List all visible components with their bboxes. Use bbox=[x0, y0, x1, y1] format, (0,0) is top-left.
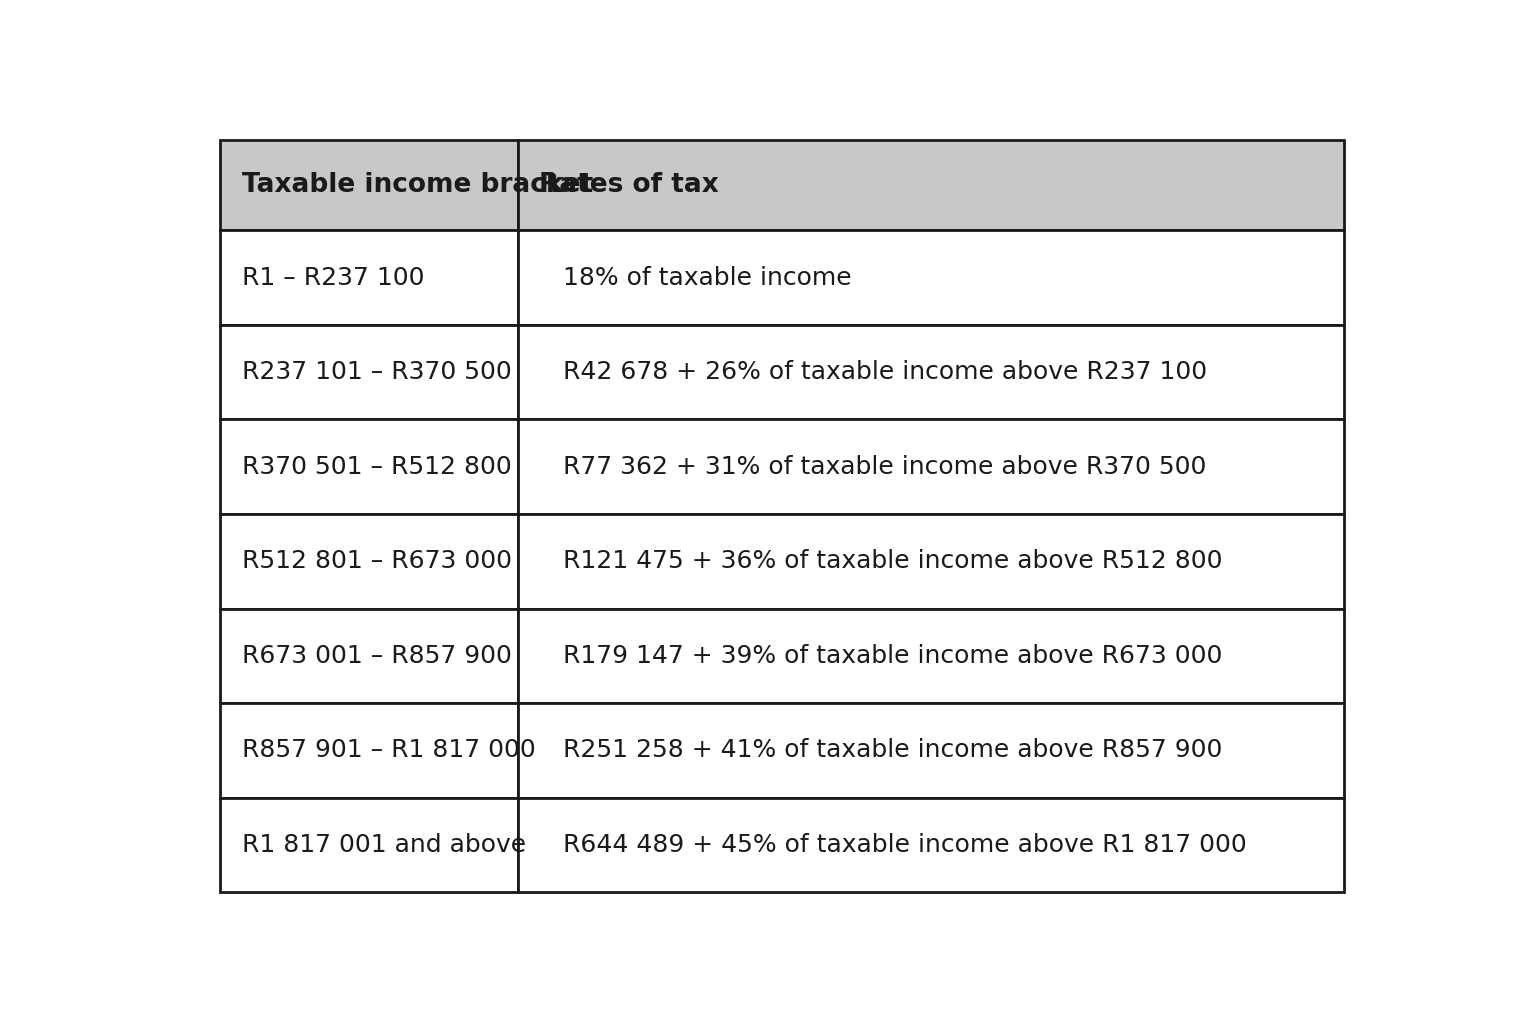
Text: R512 801 – R673 000: R512 801 – R673 000 bbox=[241, 549, 511, 573]
Text: Rates of tax: Rates of tax bbox=[539, 172, 719, 198]
Text: R121 475 + 36% of taxable income above R512 800: R121 475 + 36% of taxable income above R… bbox=[563, 549, 1222, 573]
Text: R237 101 – R370 500: R237 101 – R370 500 bbox=[241, 360, 511, 384]
Bar bbox=[517, 703, 1344, 798]
Bar bbox=[517, 608, 1344, 703]
Bar bbox=[517, 325, 1344, 419]
Text: 18% of taxable income: 18% of taxable income bbox=[563, 266, 852, 289]
Bar bbox=[220, 419, 517, 514]
Text: R857 901 – R1 817 000: R857 901 – R1 817 000 bbox=[241, 739, 536, 762]
Text: R370 501 – R512 800: R370 501 – R512 800 bbox=[241, 455, 511, 478]
Bar bbox=[517, 140, 1344, 230]
Bar bbox=[220, 608, 517, 703]
Bar bbox=[220, 230, 517, 325]
Text: R251 258 + 41% of taxable income above R857 900: R251 258 + 41% of taxable income above R… bbox=[563, 739, 1222, 762]
Text: R42 678 + 26% of taxable income above R237 100: R42 678 + 26% of taxable income above R2… bbox=[563, 360, 1207, 384]
Bar bbox=[517, 419, 1344, 514]
Bar bbox=[220, 140, 517, 230]
Bar bbox=[517, 798, 1344, 892]
Bar bbox=[517, 230, 1344, 325]
Text: R644 489 + 45% of taxable income above R1 817 000: R644 489 + 45% of taxable income above R… bbox=[563, 833, 1247, 857]
Text: Taxable income bracket: Taxable income bracket bbox=[241, 172, 594, 198]
Text: R179 147 + 39% of taxable income above R673 000: R179 147 + 39% of taxable income above R… bbox=[563, 644, 1222, 667]
Bar bbox=[220, 325, 517, 419]
Bar bbox=[517, 514, 1344, 608]
Text: R673 001 – R857 900: R673 001 – R857 900 bbox=[241, 644, 511, 667]
Bar bbox=[220, 514, 517, 608]
Text: R1 817 001 and above: R1 817 001 and above bbox=[241, 833, 526, 857]
Text: R77 362 + 31% of taxable income above R370 500: R77 362 + 31% of taxable income above R3… bbox=[563, 455, 1207, 478]
Bar bbox=[220, 798, 517, 892]
Bar bbox=[220, 703, 517, 798]
Text: R1 – R237 100: R1 – R237 100 bbox=[241, 266, 424, 289]
